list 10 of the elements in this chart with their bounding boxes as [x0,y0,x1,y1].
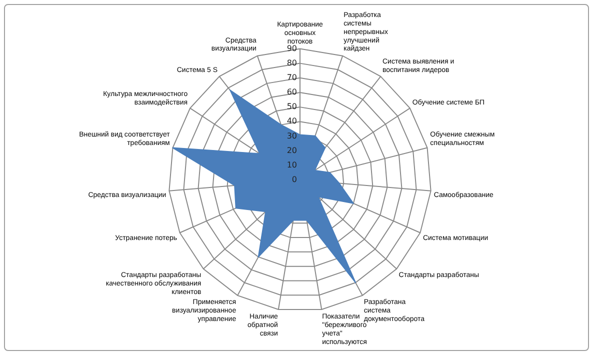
y-tick-label: 60 [286,88,297,97]
y-tick-label: 40 [286,116,297,126]
y-tick-label: 20 [286,146,297,155]
y-tick-label: 70 [286,72,297,82]
y-tick-label: 90 [286,44,297,53]
y-tick-label: 80 [286,58,297,68]
y-tick-label: 50 [286,102,297,112]
y-tick-label: 0 [292,175,297,184]
y-tick-label: 30 [286,131,297,140]
y-tick-label: 10 [286,160,297,170]
